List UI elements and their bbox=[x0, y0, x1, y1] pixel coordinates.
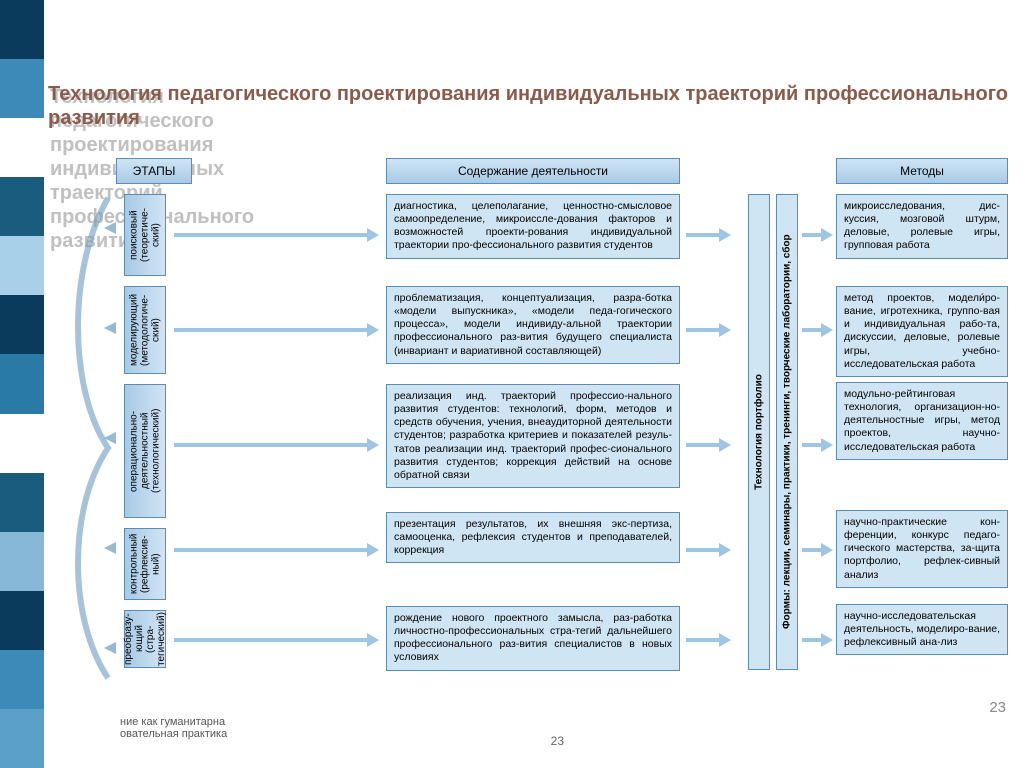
header-methods: Методы bbox=[836, 158, 1008, 184]
method-box-0: микроисследования, дис-куссия, мозговой … bbox=[836, 194, 1008, 259]
content-box-0: диагностика, целеполагание, ценностно-см… bbox=[386, 194, 680, 259]
vertical-forms: Формы: лекции, семинары, практики, трени… bbox=[776, 194, 798, 670]
stage-box-4: преобразу-ющий (стра-тегический) bbox=[124, 610, 166, 668]
arrow-stage-content-1 bbox=[174, 323, 378, 337]
arrow-vert-method-0 bbox=[802, 228, 832, 242]
arrow-content-vert-2 bbox=[686, 438, 730, 452]
arrow-stage-content-0 bbox=[174, 228, 378, 242]
content-box-1: проблематизация, концептуализация, разра… bbox=[386, 286, 680, 364]
method-box-2: модульно-рейтинговая технология, организ… bbox=[836, 382, 1008, 460]
method-box-1: метод проектов, модели́ро-вание, игротех… bbox=[836, 286, 1008, 377]
stage-box-1: моделирующий (методологиче-ский) bbox=[124, 286, 166, 374]
diagram-area: ЭТАПЫ Содержание деятельности Методы поиско… bbox=[48, 158, 1008, 718]
page-number-small: 23 bbox=[551, 734, 564, 748]
arrow-content-vert-0 bbox=[686, 228, 730, 242]
arrow-vert-method-4 bbox=[802, 633, 832, 647]
stage-box-0: поисковый (теоретиче-ский) bbox=[124, 194, 166, 276]
arrow-stage-content-2 bbox=[174, 438, 378, 452]
stage-flow-curve bbox=[58, 188, 128, 708]
arrow-stage-content-3 bbox=[174, 543, 378, 557]
header-content: Содержание деятельности bbox=[386, 158, 680, 184]
arrow-content-vert-3 bbox=[686, 543, 730, 557]
arrow-vert-method-1 bbox=[802, 323, 832, 337]
stage-box-2: операционально-деятельностный (технологи… bbox=[124, 384, 166, 518]
content-box-3: презентация результатов, их внешняя экс-… bbox=[386, 512, 680, 563]
footer-text: ние как гуманитарна овательная практика bbox=[120, 716, 227, 740]
stage-box-3: контрольный (рефлексив-ный) bbox=[124, 528, 166, 600]
vertical-portfolio: Технология портфолио bbox=[748, 194, 770, 670]
content-box-4: рождение нового проектного замысла, раз-… bbox=[386, 606, 680, 671]
decorative-sidebar bbox=[0, 0, 44, 768]
arrow-stage-content-4 bbox=[174, 633, 378, 647]
arrow-vert-method-3 bbox=[802, 543, 832, 557]
page-number-large: 23 bbox=[989, 699, 1006, 716]
header-stages: ЭТАПЫ bbox=[116, 158, 192, 184]
content-box-2: реализация инд. траекторий профессио-нал… bbox=[386, 384, 680, 488]
arrow-content-vert-4 bbox=[686, 633, 730, 647]
page-title: Технология педагогического проектировани… bbox=[48, 82, 1008, 130]
arrow-content-vert-1 bbox=[686, 323, 730, 337]
arrow-vert-method-2 bbox=[802, 438, 832, 452]
method-box-4: научно-исследовательская деятельность, м… bbox=[836, 604, 1008, 655]
method-box-3: научно-практические кон-ференции, конкур… bbox=[836, 510, 1008, 588]
